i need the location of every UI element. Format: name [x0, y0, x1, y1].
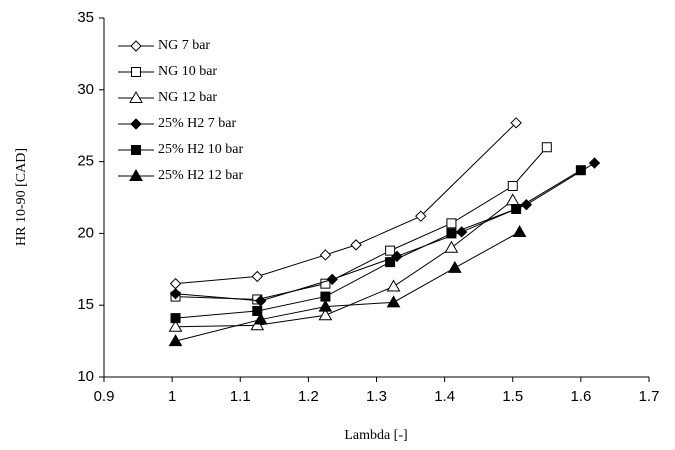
marker: [326, 273, 338, 286]
y-tick-label: 20: [77, 224, 94, 241]
marker: [588, 157, 601, 169]
marker: [444, 240, 459, 253]
y-tick-label: 35: [77, 9, 94, 26]
legend-label: 25% H2 10 bar: [158, 142, 243, 157]
marker: [253, 312, 268, 325]
marker: [512, 224, 527, 237]
marker: [168, 334, 183, 347]
series-line: [175, 122, 517, 285]
legend-marker: [129, 90, 143, 103]
legend-marker: [131, 67, 141, 77]
marker: [170, 313, 181, 324]
x-tick-label: 1.6: [570, 388, 591, 405]
marker: [318, 308, 333, 321]
x-tick-label: 1.7: [639, 388, 660, 405]
marker: [386, 279, 401, 292]
y-tick-label: 30: [77, 81, 94, 98]
marker: [168, 319, 183, 332]
marker: [319, 249, 332, 261]
marker: [254, 295, 267, 307]
marker: [446, 218, 457, 229]
y-axis-title: HR 10-90 [CAD]: [14, 148, 29, 246]
x-tick-label: 1.2: [298, 388, 319, 405]
marker: [169, 277, 182, 290]
marker: [252, 305, 263, 316]
marker: [385, 245, 396, 256]
x-tick-label: 0.9: [94, 388, 115, 405]
marker: [510, 117, 522, 129]
marker: [386, 295, 401, 308]
legend-marker: [130, 40, 142, 52]
legend-label: 25% H2 7 bar: [158, 116, 236, 131]
legend-label: NG 7 bar: [158, 38, 210, 53]
marker: [385, 257, 396, 268]
marker: [507, 181, 518, 192]
marker: [350, 239, 362, 251]
x-tick-label: 1.4: [434, 388, 455, 405]
marker: [520, 198, 533, 211]
legend-marker: [129, 168, 143, 181]
marker: [505, 193, 520, 206]
x-axis-title: Lambda [-]: [344, 428, 407, 443]
legend-label: NG 10 bar: [158, 64, 217, 79]
y-tick-label: 25: [77, 153, 94, 170]
marker: [169, 288, 182, 300]
series-line: [175, 169, 582, 319]
legend-marker: [131, 145, 141, 155]
x-tick-label: 1.3: [366, 388, 387, 405]
marker: [575, 165, 586, 176]
x-tick-label: 1.5: [502, 388, 523, 405]
x-tick-label: 1: [168, 388, 176, 405]
marker: [541, 142, 552, 153]
series-line: [175, 231, 520, 342]
marker: [446, 228, 457, 239]
marker: [511, 203, 522, 214]
legend-marker: [130, 118, 142, 130]
marker: [251, 270, 263, 283]
y-tick-label: 15: [77, 296, 94, 313]
marker: [320, 278, 331, 289]
marker: [415, 210, 427, 222]
legend-label: NG 12 bar: [158, 90, 217, 105]
y-tick-label: 10: [77, 368, 94, 385]
x-tick-label: 1.1: [230, 388, 251, 405]
series-line: [175, 199, 514, 328]
marker: [447, 260, 462, 273]
marker: [318, 299, 333, 312]
legend-label: 25% H2 12 bar: [158, 168, 243, 183]
